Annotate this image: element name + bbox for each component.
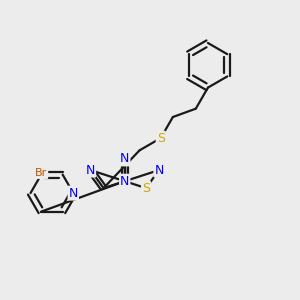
Text: N: N bbox=[154, 164, 164, 177]
Text: N: N bbox=[120, 152, 129, 165]
Text: Br: Br bbox=[35, 168, 47, 178]
Text: N: N bbox=[69, 187, 78, 200]
Text: S: S bbox=[157, 132, 165, 145]
Text: S: S bbox=[142, 182, 150, 195]
Text: N: N bbox=[86, 164, 95, 177]
Text: N: N bbox=[120, 175, 129, 188]
